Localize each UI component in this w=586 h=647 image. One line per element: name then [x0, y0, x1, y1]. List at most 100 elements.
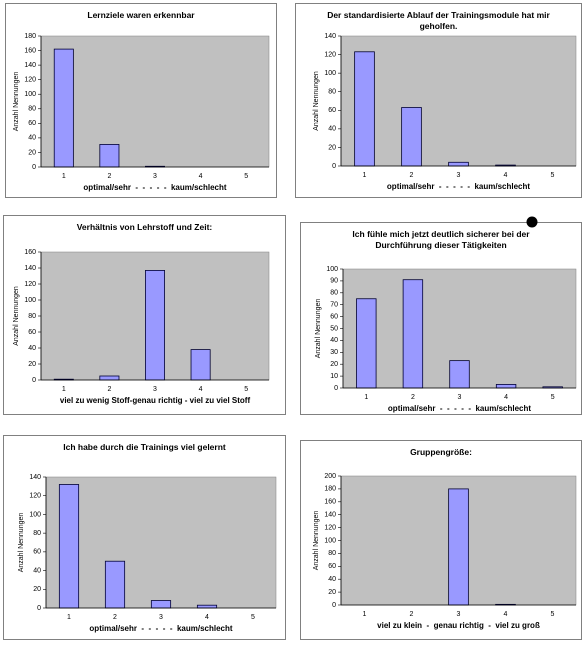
y-tick-label: 180 [324, 486, 336, 493]
chart-panel: 0 20 40 60 80 100 120 140 1 2 3 4 5 optimal/sehr - - … [295, 3, 582, 198]
y-tick-label: 60 [33, 549, 41, 556]
plot-area [40, 35, 270, 168]
bar [449, 360, 470, 389]
y-tick-label: 160 [324, 499, 336, 506]
bar [53, 48, 74, 168]
y-tick-label: 120 [24, 77, 36, 84]
y-axis-label: Anzahl Nennungen [13, 286, 20, 346]
y-tick-label: 10 [330, 373, 338, 380]
x-tick-label: 5 [551, 394, 555, 401]
x-tick-label: 3 [457, 611, 461, 618]
chart-title: Lernziele waren erkennbar [87, 10, 195, 20]
y-tick-label: 0 [334, 385, 338, 392]
x-tick-label: 3 [159, 614, 163, 621]
x-tick-label: 5 [551, 172, 555, 179]
y-tick-label: 0 [37, 605, 41, 612]
bar [495, 384, 517, 389]
y-tick-label: 80 [28, 313, 36, 320]
x-tick-label: 4 [199, 173, 203, 180]
plot-area [45, 476, 277, 609]
chart-panel: 0 20 40 60 80 100 120 140 1 2 3 4 5 optimal/sehr - - … [3, 435, 286, 640]
bar [448, 161, 469, 167]
y-tick-label: 20 [328, 144, 336, 151]
chart: 0 20 40 60 80 100 120 140 160 180 1 2 3 4 5 optimal/seh… [13, 33, 270, 192]
y-tick-label: 80 [33, 530, 41, 537]
y-tick-label: 140 [29, 474, 41, 481]
y-tick-label: 80 [328, 89, 336, 96]
x-tick-label: 4 [504, 611, 508, 618]
bar [356, 298, 377, 389]
x-axis-label: viel zu klein - genau richtig - viel zu … [377, 621, 540, 630]
y-axis-label: Anzahl Nennungen [315, 299, 322, 359]
x-tick-label: 5 [251, 614, 255, 621]
bar [145, 270, 165, 381]
y-tick-label: 40 [330, 337, 338, 344]
y-tick-label: 160 [24, 47, 36, 54]
bar [402, 279, 424, 389]
y-tick-label: 40 [28, 345, 36, 352]
y-tick-label: 70 [330, 302, 338, 309]
x-axis-label: optimal/sehr - - - - - kaum/schlecht [89, 624, 232, 633]
x-tick-label: 2 [113, 614, 117, 621]
y-tick-label: 80 [330, 290, 338, 297]
x-tick-label: 4 [504, 394, 508, 401]
x-tick-label: 3 [153, 386, 157, 393]
y-tick-label: 40 [328, 126, 336, 133]
x-tick-label: 2 [410, 172, 414, 179]
y-tick-label: 80 [28, 106, 36, 113]
x-tick-label: 2 [410, 611, 414, 618]
x-tick-label: 1 [62, 173, 66, 180]
y-tick-label: 140 [324, 512, 336, 519]
y-tick-label: 60 [328, 107, 336, 114]
y-tick-label: 60 [330, 313, 338, 320]
y-tick-label: 20 [33, 586, 41, 593]
x-tick-label: 4 [199, 386, 203, 393]
y-axis-label: Anzahl Nennungen [18, 513, 25, 573]
y-tick-label: 140 [24, 62, 36, 69]
y-tick-label: 30 [330, 349, 338, 356]
chart-title: Ich fühle mich jetzt deutlich sicherer b… [352, 229, 530, 250]
chart: 0 20 40 60 80 100 120 140 1 2 3 4 5 optimal/sehr - - … [313, 33, 577, 191]
chart-panel: 0 20 40 60 80 100 120 140 160 180 200 1 2 3 4 5 viel zu … [300, 440, 582, 640]
bar [190, 349, 211, 381]
y-tick-label: 20 [330, 361, 338, 368]
chart-title: Der standardisierte Ablauf der Trainings… [327, 10, 550, 31]
y-tick-label: 0 [32, 377, 36, 384]
y-tick-label: 40 [28, 135, 36, 142]
y-tick-label: 180 [24, 33, 36, 40]
y-tick-label: 40 [33, 567, 41, 574]
bar [99, 144, 120, 168]
y-tick-label: 120 [29, 493, 41, 500]
x-axis-label: viel zu wenig Stoff-genau richtig - viel… [60, 396, 251, 405]
chart-title: Ich habe durch die Trainings viel gelern… [63, 442, 226, 452]
bar [99, 375, 120, 381]
y-tick-label: 80 [328, 550, 336, 557]
chart: 0 10 20 30 40 50 60 70 80 90 100 1 2 3 4 5 optimal/sehr … [315, 266, 577, 413]
x-tick-label: 2 [411, 394, 415, 401]
y-tick-label: 100 [24, 297, 36, 304]
chart: 0 20 40 60 80 100 120 140 1 2 3 4 5 optimal/sehr - - … [18, 474, 277, 633]
x-tick-label: 3 [457, 172, 461, 179]
y-tick-label: 160 [24, 249, 36, 256]
x-tick-label: 5 [244, 386, 248, 393]
y-tick-label: 0 [332, 602, 336, 609]
y-tick-label: 20 [28, 361, 36, 368]
chart-title: Verhältnis von Lehrstoff und Zeit: [76, 222, 213, 232]
bar [150, 600, 172, 609]
bar [448, 488, 469, 606]
y-tick-label: 120 [324, 524, 336, 531]
y-tick-label: 50 [330, 325, 338, 332]
x-axis-label: optimal/sehr - - - - - kaum/schlecht [388, 404, 531, 413]
y-tick-label: 90 [330, 278, 338, 285]
x-tick-label: 1 [62, 386, 66, 393]
chart-panel: 0 20 40 60 80 100 120 140 160 180 1 2 3 4 5 optimal/seh… [5, 3, 277, 198]
chart-panel: 0 10 20 30 40 50 60 70 80 90 100 1 2 3 4 5 optimal/sehr … [300, 222, 582, 415]
x-axis-label: optimal/sehr - - - - - kaum/schlecht [387, 182, 530, 191]
y-axis-label: Anzahl Nennungen [313, 511, 320, 571]
x-tick-label: 2 [107, 173, 111, 180]
y-tick-label: 140 [324, 33, 336, 40]
x-tick-label: 1 [363, 611, 367, 618]
plot-area [340, 35, 577, 167]
y-tick-label: 100 [324, 70, 336, 77]
